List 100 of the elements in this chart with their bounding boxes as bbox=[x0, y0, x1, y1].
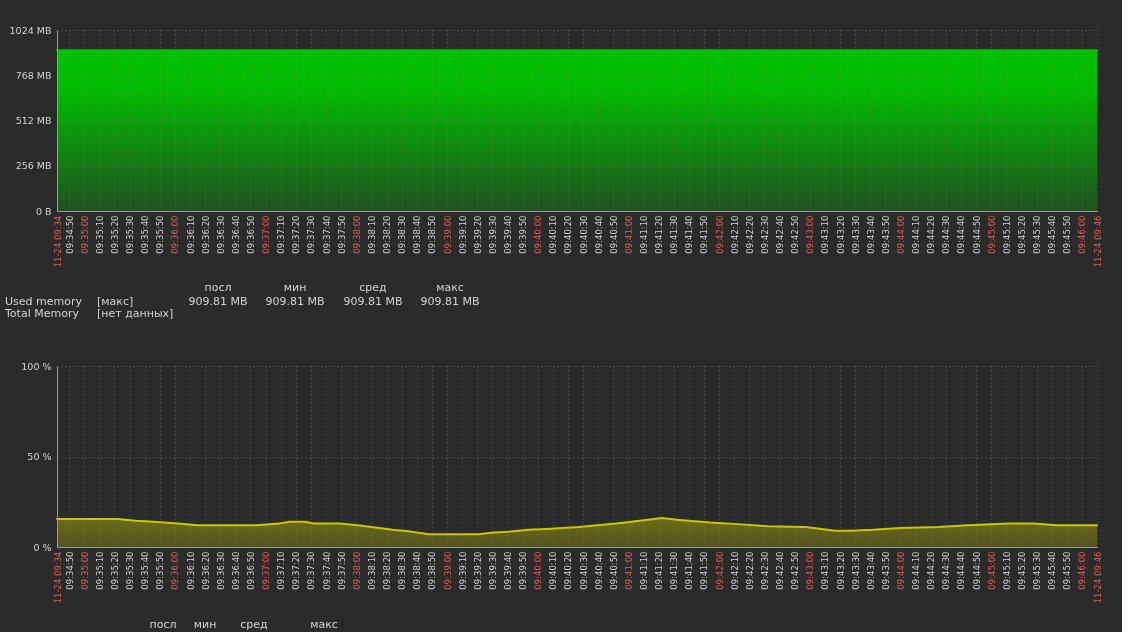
x-tick-label: 09:37:50 bbox=[336, 551, 347, 590]
x-tick-label: 09:45:30 bbox=[1032, 215, 1043, 254]
x-tick-label: 09:37:10 bbox=[276, 551, 287, 590]
text: Used memory bbox=[5, 294, 83, 308]
text: мин bbox=[193, 618, 217, 631]
x-tick-label: 11-24 09:46 bbox=[1092, 551, 1103, 604]
text: сред bbox=[240, 618, 269, 631]
x-tick-label: 09:43:10 bbox=[820, 215, 831, 254]
x-tick-label: 09:44:50 bbox=[971, 551, 982, 590]
x-tick-label: 09:44:40 bbox=[956, 215, 967, 254]
x-tick-label: 09:45:00 bbox=[986, 215, 997, 254]
x-tick-label: 11-24 09:34 bbox=[52, 215, 63, 268]
x-tick-label: 09:38:10 bbox=[366, 215, 377, 254]
x-tick-label: 09:41:10 bbox=[639, 215, 650, 254]
x-tick-label: 09:44:20 bbox=[926, 551, 937, 590]
x-tick-label: 09:45:10 bbox=[1001, 551, 1012, 590]
x-tick-label: 09:38:20 bbox=[382, 215, 393, 254]
x-tick-label: 09:37:30 bbox=[306, 551, 317, 590]
x-tick-label: 09:43:10 bbox=[820, 551, 831, 590]
x-tick-label: 09:37:10 bbox=[276, 215, 287, 254]
y-tick-label: 100 % bbox=[21, 360, 52, 372]
x-tick-label: 11-24 09:46 bbox=[1092, 215, 1103, 268]
x-tick-label: 09:37:40 bbox=[321, 215, 332, 254]
x-tick-label: 09:39:10 bbox=[457, 551, 468, 590]
x-tick-label: 09:39:50 bbox=[518, 215, 529, 254]
x-tick-label: 09:38:30 bbox=[397, 215, 408, 254]
x-tick-label: 09:42:20 bbox=[744, 215, 755, 254]
x-tick-label: 09:35:30 bbox=[125, 551, 136, 590]
text: макс bbox=[436, 281, 464, 294]
x-tick-label: 09:44:00 bbox=[895, 551, 906, 590]
x-tick-label: 09:41:50 bbox=[699, 215, 710, 254]
x-tick-label: 09:40:00 bbox=[533, 551, 544, 590]
x-tick-label: 09:38:00 bbox=[351, 551, 362, 590]
x-tick-label: 09:35:30 bbox=[125, 215, 136, 254]
x-tick-label: 09:35:10 bbox=[94, 551, 105, 590]
x-tick-label: 09:41:20 bbox=[654, 551, 665, 590]
text: [нет данных] bbox=[97, 307, 174, 320]
x-tick-label: 09:39:50 bbox=[518, 551, 529, 590]
x-tick-label: 09:39:40 bbox=[502, 551, 513, 590]
x-tick-label: 09:45:10 bbox=[1001, 215, 1012, 254]
x-tick-label: 09:35:40 bbox=[140, 215, 151, 254]
x-tick-label: 09:36:20 bbox=[200, 215, 211, 254]
x-tick-label: 09:46:00 bbox=[1077, 215, 1088, 254]
y-tick-label: 1024 MB bbox=[9, 24, 52, 36]
x-tick-label: 09:36:10 bbox=[185, 551, 196, 590]
x-tick-label: 09:39:10 bbox=[457, 215, 468, 254]
x-tick-label: 09:42:30 bbox=[759, 215, 770, 254]
text: 909.81 MB bbox=[188, 294, 248, 308]
y-tick-label: 0 % bbox=[33, 541, 52, 553]
x-tick-label: 09:42:40 bbox=[775, 551, 786, 590]
x-tick-label: 09:45:00 bbox=[986, 551, 997, 590]
x-tick-label: 09:43:00 bbox=[805, 215, 816, 254]
x-tick-label: 09:44:10 bbox=[911, 551, 922, 590]
x-tick-label: 09:41:00 bbox=[623, 215, 634, 254]
x-tick-label: 09:37:00 bbox=[261, 551, 272, 590]
x-tick-label: 11-24 09:34 bbox=[52, 551, 63, 604]
x-tick-label: 09:40:40 bbox=[593, 551, 604, 590]
x-tick-label: 09:42:50 bbox=[790, 215, 801, 254]
x-tick-label: 09:38:00 bbox=[351, 215, 362, 254]
y-tick-label: 50 % bbox=[27, 451, 52, 462]
x-tick-label: 09:38:30 bbox=[397, 551, 408, 590]
x-tick-label: 09:40:20 bbox=[563, 215, 574, 254]
x-tick-label: 09:43:50 bbox=[880, 551, 891, 590]
text: сред bbox=[359, 281, 388, 294]
x-tick-label: 09:42:40 bbox=[775, 215, 786, 254]
x-tick-label: 09:42:50 bbox=[790, 551, 801, 590]
text: посл bbox=[149, 618, 177, 631]
x-tick-label: 09:38:50 bbox=[427, 215, 438, 254]
x-tick-label: 09:35:00 bbox=[79, 215, 90, 254]
x-tick-label: 09:36:40 bbox=[230, 215, 241, 254]
x-tick-label: 09:43:20 bbox=[835, 215, 846, 254]
x-tick-label: 09:39:00 bbox=[442, 551, 453, 590]
x-tick-label: 09:36:00 bbox=[170, 551, 181, 590]
x-tick-label: 09:39:30 bbox=[487, 551, 498, 590]
text: 909.81 MB bbox=[265, 294, 325, 308]
x-tick-label: 09:45:40 bbox=[1047, 551, 1058, 590]
text: Total Memory bbox=[4, 307, 80, 320]
x-tick-label: 09:44:10 bbox=[911, 215, 922, 254]
x-tick-label: 09:40:20 bbox=[563, 551, 574, 590]
x-tick-label: 09:37:50 bbox=[336, 215, 347, 254]
x-tick-label: 09:36:30 bbox=[215, 551, 226, 590]
x-tick-label: 09:39:30 bbox=[487, 215, 498, 254]
x-tick-label: 09:42:10 bbox=[729, 215, 740, 254]
x-tick-label: 09:40:50 bbox=[608, 551, 619, 590]
x-tick-label: 09:36:30 bbox=[215, 215, 226, 254]
x-tick-label: 09:41:50 bbox=[699, 551, 710, 590]
x-tick-label: 09:40:10 bbox=[548, 215, 559, 254]
x-tick-label: 09:44:30 bbox=[941, 551, 952, 590]
x-tick-label: 09:43:30 bbox=[850, 215, 861, 254]
x-tick-label: 09:42:20 bbox=[744, 551, 755, 590]
x-tick-label: 09:46:00 bbox=[1077, 551, 1088, 590]
x-tick-label: 09:41:30 bbox=[669, 215, 680, 254]
x-tick-label: 09:44:30 bbox=[941, 215, 952, 254]
x-tick-label: 09:42:30 bbox=[759, 551, 770, 590]
x-tick-label: 09:43:40 bbox=[865, 215, 876, 254]
text: 909.81 MB bbox=[343, 294, 403, 308]
x-tick-label: 09:42:10 bbox=[729, 551, 740, 590]
x-tick-label: 09:41:30 bbox=[669, 551, 680, 590]
x-tick-label: 09:42:00 bbox=[714, 551, 725, 590]
x-tick-label: 09:40:30 bbox=[578, 551, 589, 590]
